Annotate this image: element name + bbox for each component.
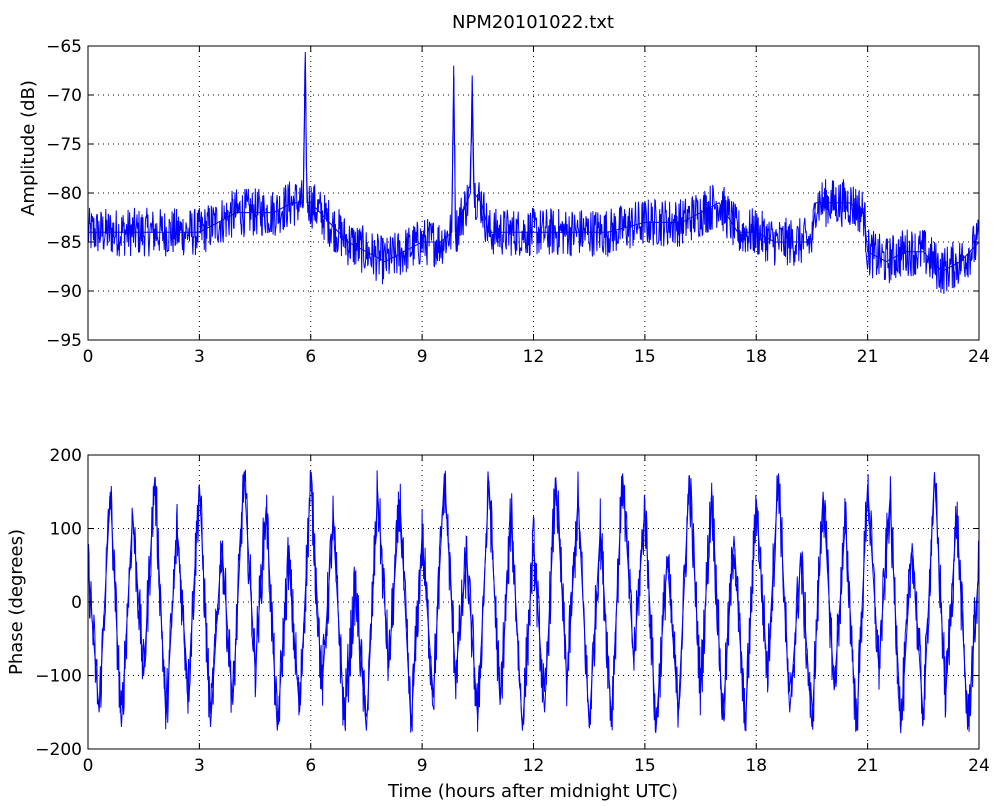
phase-series-line	[87, 469, 980, 734]
amplitude-chart-title: NPM20101022.txt	[452, 12, 614, 33]
phase-x-tick-label: 6	[305, 756, 316, 776]
amplitude-y-axis-label: Amplitude (dB)	[18, 80, 39, 216]
amplitude-series-line	[87, 51, 980, 295]
amplitude-y-tick-label: −75	[46, 135, 82, 155]
amplitude-y-tick-label: −80	[46, 184, 82, 204]
amplitude-x-tick-label: 24	[968, 347, 990, 367]
amplitude-x-tick-label: 3	[194, 347, 205, 367]
phase-x-tick-label: 9	[417, 756, 428, 776]
amplitude-x-tick-label: 15	[634, 347, 656, 367]
amplitude-x-tick-label: 6	[305, 347, 316, 367]
amplitude-chart: NPM20101022.txt Amplitude (dB) 0 3 6 9 12 15 1…	[18, 12, 990, 367]
amplitude-y-tick-label: −85	[46, 233, 82, 253]
phase-y-tick-label: −100	[35, 667, 82, 687]
phase-chart: Phase (degrees) Time (hours after midnig…	[6, 446, 990, 802]
phase-y-tick-label: −200	[35, 740, 82, 760]
phase-y-axis-label: Phase (degrees)	[6, 529, 27, 675]
phase-y-tick-label: 100	[50, 520, 82, 540]
phase-x-tick-label: 0	[83, 756, 94, 776]
amplitude-x-tick-label: 9	[417, 347, 428, 367]
amplitude-x-tick-label: 18	[745, 347, 767, 367]
amplitude-y-tick-label: −70	[46, 86, 82, 106]
phase-x-tick-label: 21	[857, 756, 879, 776]
phase-x-tick-label: 24	[968, 756, 990, 776]
amplitude-x-tick-label: 0	[83, 347, 94, 367]
phase-x-tick-label: 15	[634, 756, 656, 776]
phase-x-axis-label: Time (hours after midnight UTC)	[387, 781, 678, 802]
phase-x-tick-label: 12	[523, 756, 545, 776]
amplitude-x-tick-label: 12	[523, 347, 545, 367]
phase-x-tick-label: 18	[745, 756, 767, 776]
phase-series-keypoints	[87, 473, 980, 731]
amplitude-y-tick-label: −90	[46, 282, 82, 302]
amplitude-y-tick-label: −95	[46, 331, 82, 351]
phase-y-tick-label: 200	[50, 446, 82, 466]
phase-y-tick-label: 0	[71, 593, 82, 613]
phase-x-tick-label: 3	[194, 756, 205, 776]
amplitude-y-tick-label: −65	[46, 37, 82, 57]
amplitude-x-tick-label: 21	[857, 347, 879, 367]
amplitude-series-keypoints	[88, 65, 980, 273]
phase-axes	[88, 455, 979, 749]
